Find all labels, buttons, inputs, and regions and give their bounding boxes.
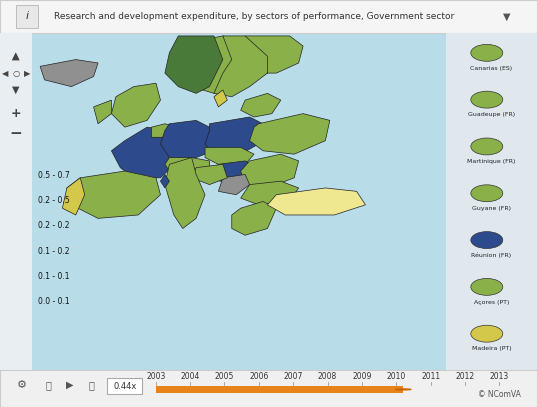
Bar: [4, 217, 31, 235]
Ellipse shape: [471, 91, 503, 108]
Polygon shape: [112, 127, 183, 178]
Text: 2010: 2010: [387, 372, 406, 381]
Polygon shape: [267, 188, 366, 215]
Bar: [107, 378, 142, 394]
Text: ▲: ▲: [12, 51, 20, 61]
Polygon shape: [62, 178, 85, 215]
Polygon shape: [165, 36, 223, 93]
Text: Madeira (PT): Madeira (PT): [471, 346, 511, 351]
Text: 0.2 - 0.5: 0.2 - 0.5: [38, 196, 69, 205]
Bar: [4, 242, 31, 260]
Ellipse shape: [471, 44, 503, 61]
Text: 2005: 2005: [215, 372, 234, 381]
Polygon shape: [151, 124, 183, 137]
Polygon shape: [232, 201, 277, 235]
Text: +: +: [11, 107, 21, 120]
Polygon shape: [161, 120, 214, 161]
Bar: [156, 386, 403, 393]
Polygon shape: [165, 158, 209, 175]
Bar: [4, 191, 31, 210]
Text: ▼: ▼: [12, 85, 20, 95]
Text: 0.2 - 0.2: 0.2 - 0.2: [38, 221, 69, 230]
Ellipse shape: [471, 138, 503, 155]
Text: Martinique (FR): Martinique (FR): [467, 159, 516, 164]
Text: Réunion (FR): Réunion (FR): [471, 252, 511, 258]
Polygon shape: [178, 36, 277, 93]
Polygon shape: [93, 100, 112, 124]
Text: ○: ○: [12, 69, 20, 78]
Text: 0.1 - 0.2: 0.1 - 0.2: [38, 247, 69, 256]
Text: Açores (PT): Açores (PT): [474, 300, 509, 304]
Ellipse shape: [471, 185, 503, 202]
Polygon shape: [245, 36, 303, 73]
Text: Guyane (FR): Guyane (FR): [472, 206, 511, 211]
Text: i: i: [25, 11, 28, 21]
Polygon shape: [192, 164, 227, 185]
Bar: [16, 5, 38, 28]
Text: ◀: ◀: [2, 69, 8, 78]
Text: ⏭: ⏭: [89, 380, 94, 390]
Text: ▶: ▶: [24, 69, 31, 78]
Text: 0.0 - 0.1: 0.0 - 0.1: [38, 297, 69, 306]
Polygon shape: [112, 83, 161, 127]
Polygon shape: [209, 161, 258, 185]
Circle shape: [395, 389, 411, 390]
Polygon shape: [241, 93, 281, 117]
Polygon shape: [214, 36, 277, 97]
Text: ⏮: ⏮: [46, 380, 51, 390]
Text: 0.5 - 0.7: 0.5 - 0.7: [38, 171, 70, 179]
Text: 2003: 2003: [146, 372, 165, 381]
Text: 2004: 2004: [180, 372, 200, 381]
Bar: [4, 267, 31, 286]
Polygon shape: [161, 175, 169, 188]
Text: 2008: 2008: [318, 372, 337, 381]
Bar: [4, 292, 31, 311]
Ellipse shape: [471, 278, 503, 295]
Text: Guadeupe (FR): Guadeupe (FR): [468, 112, 515, 117]
Text: © NComVA: © NComVA: [478, 389, 521, 399]
Polygon shape: [165, 158, 205, 228]
Text: ▼: ▼: [503, 11, 510, 21]
Text: 2007: 2007: [284, 372, 303, 381]
Polygon shape: [219, 175, 250, 195]
Text: −: −: [10, 127, 23, 141]
Polygon shape: [67, 171, 161, 218]
Text: ▶: ▶: [66, 380, 74, 390]
Polygon shape: [40, 59, 98, 87]
Text: 2009: 2009: [352, 372, 372, 381]
Polygon shape: [205, 117, 263, 154]
Polygon shape: [214, 90, 227, 107]
Text: ⚙: ⚙: [17, 380, 26, 390]
Text: ▲: ▲: [12, 51, 20, 61]
Text: 2011: 2011: [421, 372, 440, 381]
Text: 2012: 2012: [455, 372, 475, 381]
Polygon shape: [250, 114, 330, 154]
Ellipse shape: [471, 232, 503, 249]
Polygon shape: [205, 147, 254, 164]
Polygon shape: [241, 181, 299, 205]
Text: Canarias (ES): Canarias (ES): [470, 66, 512, 70]
Text: Research and development expenditure, by sectors of performance, Government sect: Research and development expenditure, by…: [54, 12, 454, 21]
Polygon shape: [241, 154, 299, 188]
Text: 0.1 - 0.1: 0.1 - 0.1: [38, 272, 69, 281]
Text: 2006: 2006: [249, 372, 268, 381]
Text: 0.44x: 0.44x: [113, 382, 137, 391]
Ellipse shape: [471, 325, 503, 342]
Text: 2013: 2013: [490, 372, 509, 381]
Bar: [4, 166, 31, 185]
